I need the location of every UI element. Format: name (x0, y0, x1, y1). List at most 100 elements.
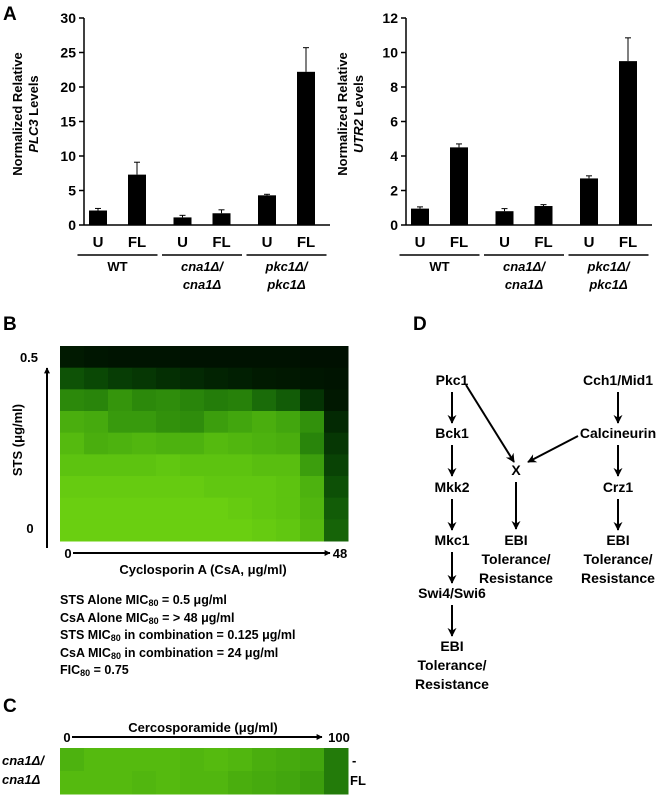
heatmap-cell (180, 432, 205, 455)
heatmap-cell (84, 771, 109, 795)
heatmap-cell (300, 454, 325, 477)
heatmap-cell (300, 389, 325, 412)
heatmap-cell (60, 497, 85, 520)
heatmap-cell (156, 748, 181, 772)
heatmap-cell (252, 411, 277, 434)
heatmap-cell (324, 771, 349, 795)
heatmap-cell (228, 454, 253, 477)
heatmap-cell (60, 432, 85, 455)
y-tick-label: 25 (60, 45, 76, 61)
mic-line-csa-combination: CsA MIC80 in combination = 24 μg/ml (60, 645, 279, 661)
heatmap-cell (108, 411, 133, 434)
heatmap-cell (324, 389, 349, 412)
heatmap-cell (108, 432, 133, 455)
heatmap-cell (60, 389, 85, 412)
heatmap-cell (324, 454, 349, 477)
cerco-row-label-untreated: - (352, 753, 356, 768)
utr2-ylabel-line2: UTR2 Levels (351, 75, 366, 153)
y-tick-label: 0 (68, 217, 76, 233)
cercosporamide-checkerboard: Cercosporamide (μg/ml) 0 100 cna1Δ/ cna1… (2, 720, 366, 795)
heatmap-cell (60, 367, 85, 390)
csa-axis-label: Cyclosporin A (CsA, μg/ml) (119, 562, 286, 577)
heatmap-cell (204, 748, 229, 772)
heatmap-cell (204, 454, 229, 477)
heatmap-cell (276, 476, 301, 499)
bar (297, 71, 315, 225)
heatmap-cell (276, 497, 301, 520)
heatmap-cell (276, 389, 301, 412)
heatmap-cell (108, 476, 133, 499)
heatmap-cell (300, 519, 325, 542)
heatmap-cell (204, 497, 229, 520)
heatmap-cell (276, 346, 301, 369)
node-cch1-mid1: Cch1/Mid1 (583, 372, 653, 388)
heatmap-cell (84, 411, 109, 434)
y-tick-label: 5 (68, 183, 76, 199)
heatmap-cell (324, 519, 349, 542)
heatmap-cell (132, 476, 157, 499)
group-label-line2: pkc1Δ (266, 277, 306, 292)
heatmap-cell (300, 346, 325, 369)
category-label: U (584, 234, 595, 251)
node-resistance-left: Resistance (415, 676, 489, 692)
node-mkc1: Mkc1 (434, 532, 469, 548)
category-label: FL (297, 234, 315, 251)
mic-statistics: STS Alone MIC80 = 0.5 μg/ml CsA Alone MI… (60, 592, 295, 680)
heatmap-cell (300, 771, 325, 795)
node-tolerance-right: Tolerance/ (584, 551, 653, 567)
arrow-pkc1-x (465, 384, 515, 463)
heatmap-cell (84, 748, 109, 772)
heatmap-cell (60, 454, 85, 477)
panel-letter-a: A (3, 4, 17, 25)
heatmap-cell (204, 432, 229, 455)
heatmap-cell (252, 476, 277, 499)
heatmap-cell (228, 346, 253, 369)
heatmap-cell (300, 748, 325, 772)
heatmap-cell (252, 346, 277, 369)
y-tick-label: 10 (382, 45, 398, 61)
heatmap-cell (84, 454, 109, 477)
y-tick-label: 6 (390, 114, 398, 130)
heatmap-cell (324, 748, 349, 772)
panel-letter-b: B (3, 314, 17, 335)
node-mkk2: Mkk2 (434, 479, 469, 495)
heatmap-cell (132, 771, 157, 795)
utr2-ylabel-line1: Normalized Relative (335, 52, 350, 176)
bar (495, 211, 514, 225)
category-label: U (415, 234, 426, 251)
heatmap-cell (156, 389, 181, 412)
arrow-calcineurin-x (527, 435, 579, 463)
mic-line-sts-combination: STS MIC80 in combination = 0.125 μg/ml (60, 628, 296, 643)
sts-bottom-tick: 0 (26, 521, 33, 536)
heatmap-cell (204, 411, 229, 434)
heatmap-cell (84, 346, 109, 369)
sts-top-tick: 0.5 (20, 350, 38, 365)
heatmap-cell (204, 346, 229, 369)
heatmap-cell (324, 497, 349, 520)
heatmap-cell (84, 519, 109, 542)
y-tick-label: 2 (390, 183, 398, 199)
heatmap-cell (252, 519, 277, 542)
bar (580, 178, 598, 225)
heatmap-cell (228, 432, 253, 455)
node-resistance-mid: Resistance (479, 570, 553, 586)
heatmap-cell (84, 389, 109, 412)
heatmap-cell (156, 411, 181, 434)
cerco-row-label-fl: FL (350, 773, 366, 788)
heatmap-cell (132, 748, 157, 772)
bar (173, 217, 192, 225)
cerco-left-tick: 0 (63, 730, 70, 745)
heatmap-cell (276, 454, 301, 477)
heatmap-cell (276, 411, 301, 434)
group-label: WT (429, 259, 449, 274)
heatmap-cell (180, 476, 205, 499)
heatmap-cell (324, 367, 349, 390)
heatmap-cell (108, 346, 133, 369)
category-label: U (93, 234, 104, 251)
heatmap-cell (228, 476, 253, 499)
y-tick-label: 4 (390, 148, 398, 164)
heatmap-cell (156, 432, 181, 455)
bar (411, 208, 429, 225)
heatmap-cell (276, 748, 301, 772)
heatmap-cell (252, 389, 277, 412)
